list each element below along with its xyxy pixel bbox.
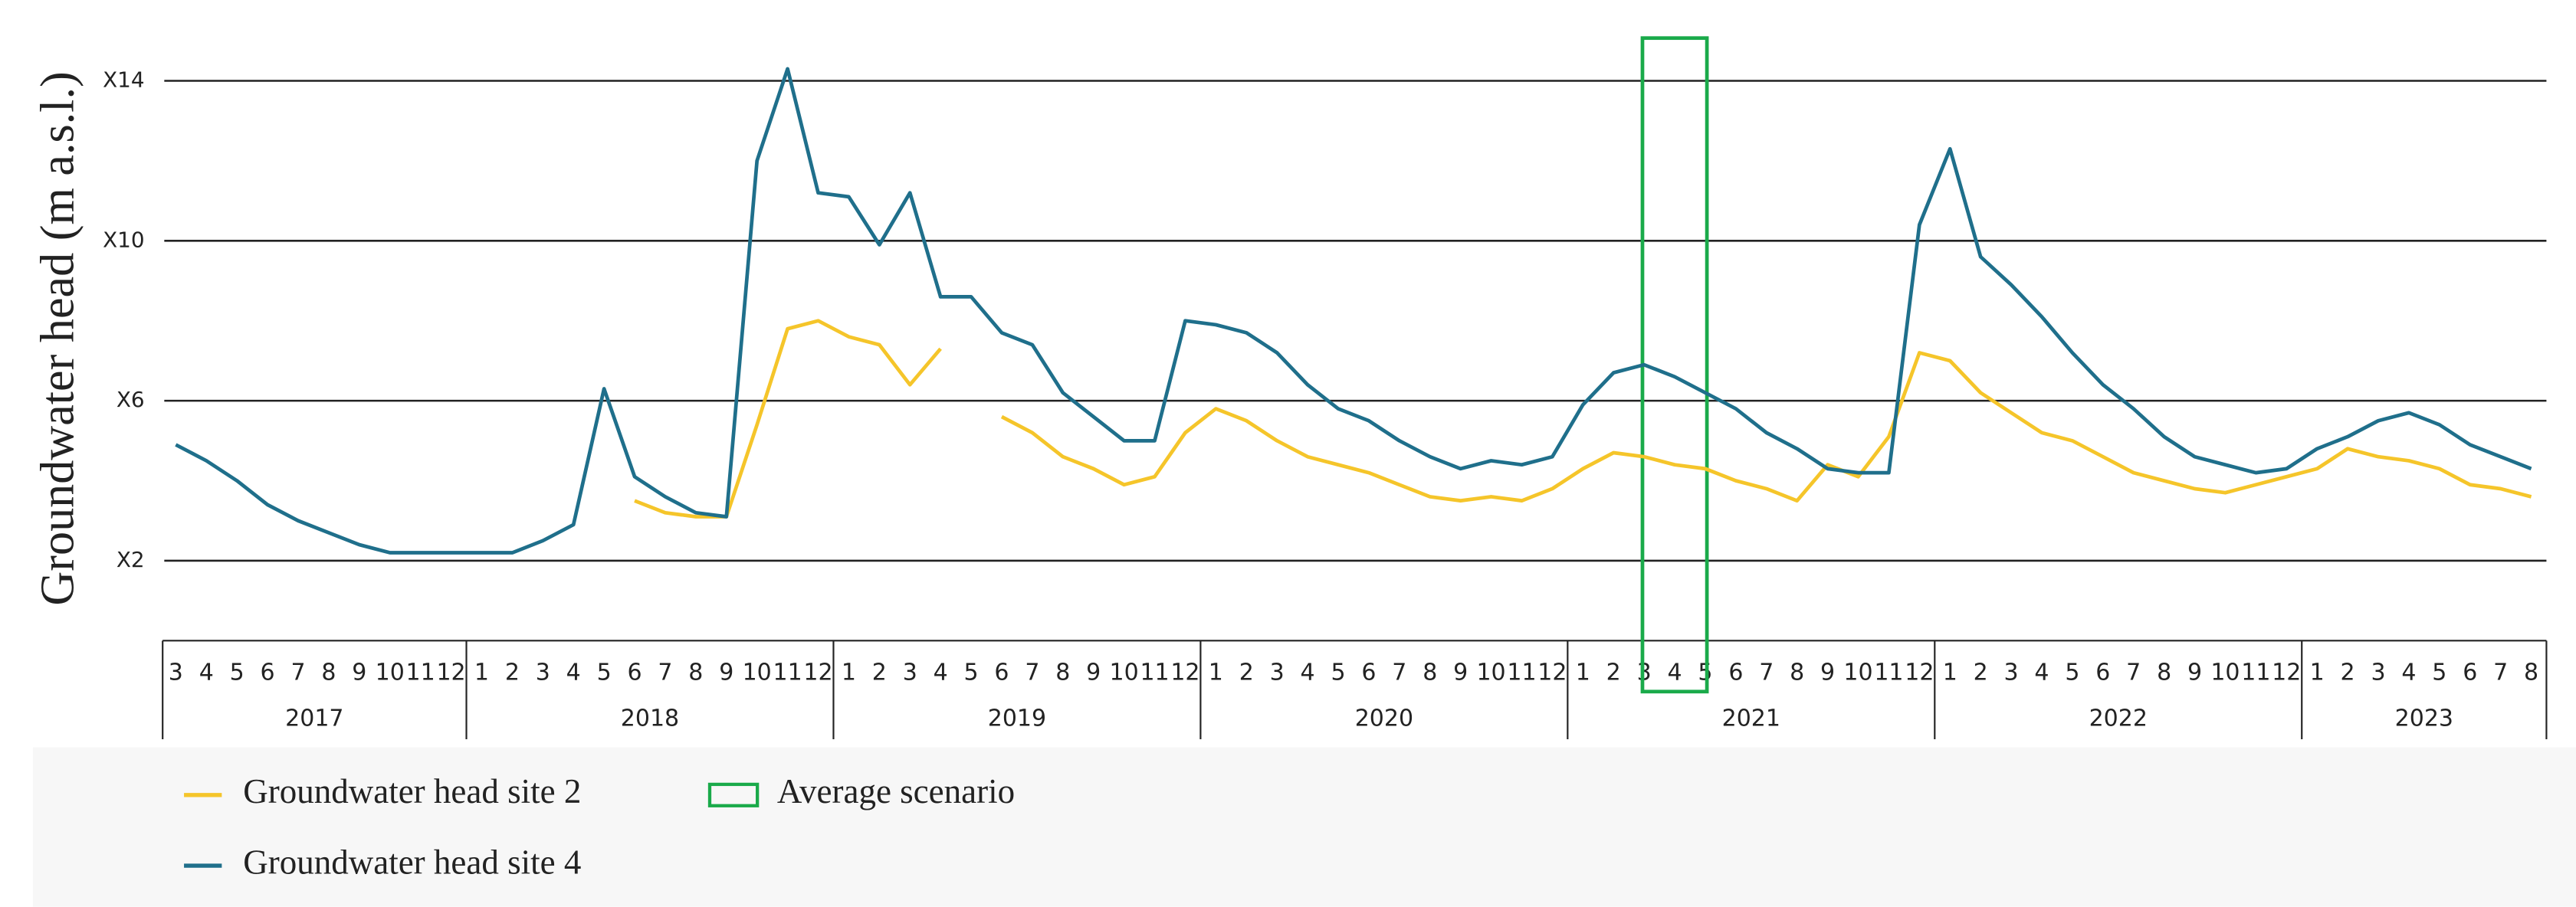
x-tick-label: 2 <box>872 660 887 686</box>
x-tick-label: 8 <box>2157 660 2171 686</box>
x-tick-label: 2 <box>505 660 520 686</box>
x-tick-label: 1 <box>1576 660 1590 686</box>
x-tick-label: 7 <box>2126 660 2141 686</box>
x-tick-label: 12 <box>2272 660 2301 686</box>
highlight-box <box>1640 36 1709 694</box>
x-tick-label: 8 <box>321 660 336 686</box>
x-tick-label: 10 <box>1476 660 1505 686</box>
legend-label: Groundwater head site 4 <box>243 843 581 881</box>
x-tick-label: 2 <box>1606 660 1621 686</box>
x-tick-label: 6 <box>2463 660 2477 686</box>
x-tick-label: 7 <box>290 660 305 686</box>
y-tick-label: X10 <box>103 227 145 252</box>
y-tick-label: X6 <box>116 387 145 412</box>
series-line <box>634 319 2532 519</box>
x-tick-label: 11 <box>773 660 802 686</box>
x-tick-label: 4 <box>2401 660 2416 686</box>
x-tick-label: 2 <box>1974 660 1988 686</box>
x-tick-label: 11 <box>1140 660 1169 686</box>
x-tick-label: 11 <box>406 660 435 686</box>
x-tick-label: 4 <box>934 660 948 686</box>
x-tick-label: 3 <box>2004 660 2019 686</box>
year-label: 2017 <box>285 706 343 732</box>
year-label: 2022 <box>2089 706 2148 732</box>
x-tick-label: 6 <box>261 660 275 686</box>
x-tick-label: 9 <box>2187 660 2202 686</box>
x-tick-label: 3 <box>169 660 183 686</box>
x-tick-label: 3 <box>1270 660 1285 686</box>
x-tick-label: 11 <box>1507 660 1536 686</box>
x-tick-label: 9 <box>1086 660 1101 686</box>
x-tick-label: 10 <box>1843 660 1872 686</box>
x-tick-label: 10 <box>743 660 772 686</box>
x-tick-label: 8 <box>1055 660 1070 686</box>
x-tick-label: 6 <box>1361 660 1376 686</box>
x-tick-label: 9 <box>1453 660 1468 686</box>
x-tick-label: 5 <box>230 660 244 686</box>
legend-label: Groundwater head site 2 <box>243 772 581 810</box>
x-tick-label: 8 <box>1423 660 1437 686</box>
x-tick-label: 12 <box>1170 660 1199 686</box>
x-tick-label: 5 <box>2432 660 2446 686</box>
x-tick-label: 9 <box>1820 660 1835 686</box>
x-tick-label: 5 <box>1331 660 1345 686</box>
legend-background <box>32 747 2576 907</box>
x-tick-label: 5 <box>964 660 979 686</box>
x-tick-label: 4 <box>566 660 581 686</box>
x-tick-label: 4 <box>1667 660 1682 686</box>
year-label: 2021 <box>1722 706 1780 732</box>
x-tick-label: 9 <box>719 660 733 686</box>
x-tick-label: 7 <box>658 660 672 686</box>
x-tick-label: 2 <box>2341 660 2355 686</box>
x-tick-label: 7 <box>1759 660 1774 686</box>
legend-label: Average scenario <box>777 772 1015 810</box>
y-tick-label: X2 <box>116 547 145 572</box>
x-tick-label: 6 <box>994 660 1009 686</box>
x-tick-label: 1 <box>474 660 489 686</box>
x-tick-label: 6 <box>2095 660 2110 686</box>
x-tick-label: 4 <box>1301 660 1315 686</box>
x-tick-label: 1 <box>1943 660 1957 686</box>
x-tick-label: 6 <box>1728 660 1743 686</box>
x-tick-label: 6 <box>627 660 642 686</box>
x-tick-label: 7 <box>1392 660 1406 686</box>
x-tick-label: 4 <box>2034 660 2049 686</box>
x-tick-label: 1 <box>2310 660 2325 686</box>
x-tick-label: 1 <box>842 660 856 686</box>
x-tick-label: 1 <box>1209 660 1223 686</box>
x-tick-label: 8 <box>688 660 703 686</box>
x-tick-label: 12 <box>803 660 832 686</box>
year-label: 2019 <box>988 706 1046 732</box>
x-tick-label: 3 <box>536 660 550 686</box>
x-tick-label: 5 <box>597 660 612 686</box>
series-line <box>175 67 2532 555</box>
x-tick-label: 7 <box>2493 660 2508 686</box>
x-tick-label: 9 <box>352 660 366 686</box>
x-tick-label: 3 <box>903 660 917 686</box>
y-tick-label: X14 <box>103 67 145 92</box>
x-tick-label: 11 <box>2241 660 2270 686</box>
x-tick-label: 12 <box>436 660 465 686</box>
x-tick-label: 12 <box>1905 660 1934 686</box>
year-label: 2018 <box>621 706 679 732</box>
y-axis-label: Groundwater head (m a.s.l.) <box>32 71 84 605</box>
x-tick-label: 4 <box>199 660 214 686</box>
x-tick-label: 11 <box>1874 660 1903 686</box>
x-tick-label: 3 <box>2371 660 2385 686</box>
x-tick-label: 12 <box>1537 660 1567 686</box>
x-tick-label: 8 <box>1790 660 1804 686</box>
x-tick-label: 10 <box>2210 660 2240 686</box>
year-label: 2020 <box>1355 706 1413 732</box>
x-tick-label: 8 <box>2524 660 2538 686</box>
x-tick-label: 2 <box>1239 660 1254 686</box>
x-tick-label: 10 <box>1110 660 1139 686</box>
legend-swatch <box>707 782 760 807</box>
x-tick-label: 5 <box>2065 660 2079 686</box>
year-label: 2023 <box>2395 706 2453 732</box>
x-tick-label: 7 <box>1025 660 1039 686</box>
x-tick-label: 10 <box>376 660 405 686</box>
